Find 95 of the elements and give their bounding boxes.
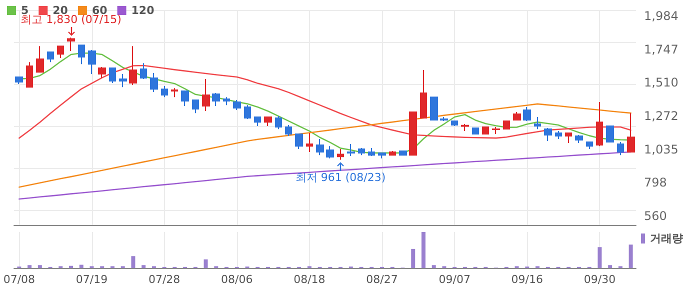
candlestick — [575, 134, 583, 144]
y-tick-label: 1,272 — [644, 109, 678, 124]
bar — [28, 265, 32, 268]
candlestick — [244, 104, 251, 120]
candlestick — [409, 111, 417, 156]
candlestick — [368, 148, 375, 157]
candlestick — [161, 85, 168, 98]
candlestick — [316, 138, 324, 156]
candlestick — [57, 46, 64, 59]
candlestick — [586, 142, 593, 150]
bar — [79, 264, 84, 268]
candlestick — [285, 124, 292, 136]
candlestick — [67, 37, 75, 52]
candlestick — [627, 112, 635, 152]
x-tick-label: 08/18 — [294, 273, 326, 286]
candlestick — [461, 124, 469, 132]
bar — [204, 259, 208, 268]
line-series — [18, 103, 632, 188]
candlestick — [98, 66, 106, 78]
candlestick — [378, 152, 386, 159]
candlestick — [544, 127, 552, 142]
y-tick-label: 1,035 — [644, 142, 678, 156]
candlestick — [337, 148, 344, 160]
bar — [142, 265, 146, 268]
candlestick — [420, 69, 427, 118]
candlestick — [109, 68, 116, 84]
candlestick — [295, 134, 303, 150]
candlestick — [565, 132, 572, 144]
y-tick-label: 560 — [644, 209, 667, 224]
candlestick — [202, 78, 210, 112]
bar — [598, 247, 602, 268]
candlestick — [534, 116, 541, 130]
candlestick — [513, 111, 521, 120]
annotation: 최저 961 (08/23) — [295, 170, 386, 184]
candlestick — [192, 100, 199, 114]
x-tick-label: 09/07 — [438, 273, 470, 286]
candlestick — [430, 96, 438, 120]
candlestick — [389, 150, 396, 156]
candlestick — [88, 50, 96, 75]
x-tick-label: 09/16 — [511, 273, 543, 286]
bar — [432, 265, 436, 268]
candlestick — [47, 51, 54, 63]
x-tick-label: 08/06 — [221, 273, 253, 286]
candlestick — [482, 126, 489, 134]
y-tick-label: 798 — [644, 176, 667, 190]
candlestick — [264, 116, 272, 126]
candlestick — [15, 76, 23, 85]
candlestick — [606, 125, 614, 143]
x-tick-label: 08/27 — [366, 273, 398, 286]
candlestick — [503, 120, 510, 130]
candlestick — [617, 142, 624, 156]
candlestick — [181, 90, 189, 107]
bar — [411, 248, 416, 268]
annotation: 최고 1,830 (07/15) — [20, 12, 122, 26]
x-tick-label: 07/28 — [148, 273, 180, 286]
candlestick — [440, 116, 448, 122]
line-series — [18, 151, 632, 200]
bar — [628, 244, 633, 268]
legend-label: 120 — [131, 4, 155, 17]
candlestick — [129, 46, 137, 86]
candlestick — [306, 132, 313, 152]
candlestick — [140, 62, 147, 80]
bar — [38, 265, 42, 268]
candlestick — [36, 46, 44, 73]
x-tick-label: 09/30 — [584, 273, 616, 286]
bar — [608, 265, 612, 268]
bar — [421, 232, 426, 268]
candlestick — [451, 120, 458, 126]
candlestick — [523, 106, 531, 122]
candlestick — [358, 148, 365, 156]
x-tick-label: 07/19 — [76, 273, 108, 286]
x-tick-label: 07/08 — [3, 273, 36, 286]
candlestick — [171, 88, 178, 98]
line-series — [18, 64, 632, 139]
candlestick — [399, 150, 407, 156]
candlestick — [472, 127, 479, 134]
bar — [131, 256, 136, 268]
y-tick-label: 1,984 — [644, 9, 678, 24]
candlestick — [212, 92, 220, 107]
candlestick — [275, 116, 282, 130]
candlestick — [347, 143, 355, 157]
candlestick — [596, 101, 603, 147]
candlestick — [78, 44, 85, 65]
legend-label: 거래량 — [650, 232, 683, 245]
candlestick — [326, 146, 334, 159]
candlestick — [555, 130, 562, 140]
candlestick — [119, 74, 127, 88]
y-tick-label: 1,510 — [644, 76, 678, 90]
y-tick-label: 1,747 — [644, 42, 678, 56]
candlestick — [233, 100, 241, 110]
candlestick — [254, 116, 261, 126]
candlestick — [26, 62, 33, 88]
candlestick — [223, 96, 230, 106]
candlestick — [150, 72, 158, 93]
candlestick — [492, 126, 500, 134]
